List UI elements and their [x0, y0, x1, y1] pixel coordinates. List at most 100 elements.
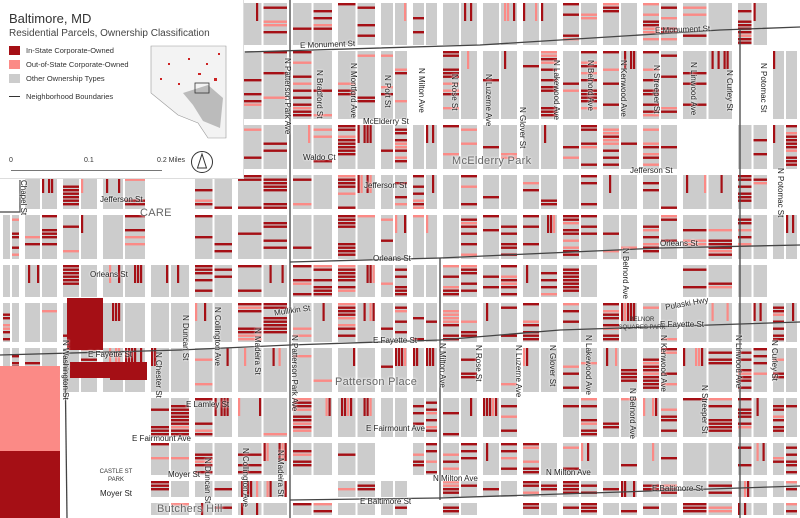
parcel: [118, 265, 121, 283]
map-subtitle: Residential Parcels, Ownership Classific…: [9, 28, 210, 39]
parcel-block: [313, 443, 332, 475]
parcel: [792, 303, 795, 321]
parcel: [753, 362, 767, 365]
parcel: [708, 429, 732, 432]
parcel: [357, 175, 360, 193]
parcel: [461, 450, 477, 453]
parcel: [643, 488, 659, 491]
parcel: [443, 320, 459, 323]
parcel: [661, 372, 677, 375]
parcel: [704, 175, 707, 193]
parcel: [338, 128, 356, 131]
parcel: [581, 72, 597, 75]
parcel: [381, 149, 393, 152]
parcel-block: [3, 303, 10, 342]
parcel: [486, 398, 489, 416]
parcel: [313, 379, 332, 382]
parcel: [263, 31, 287, 34]
parcel-block: [581, 481, 597, 497]
parcel: [293, 334, 312, 337]
parcel: [128, 348, 131, 366]
parcel-block: [661, 215, 677, 259]
parcel: [118, 348, 121, 366]
parcel: [581, 182, 597, 185]
parcel-block: [581, 215, 597, 259]
parcel-block: [25, 303, 40, 342]
parcel: [661, 17, 677, 20]
parcel: [563, 372, 579, 375]
street-label: N Madeira St: [276, 450, 285, 497]
parcel: [621, 464, 637, 467]
parcel: [284, 481, 287, 497]
parcel-block: [581, 303, 597, 342]
parcel: [426, 215, 429, 233]
parcel-block: [381, 51, 393, 119]
parcel-block: [293, 51, 312, 119]
parcel: [241, 503, 244, 515]
parcel: [443, 82, 459, 85]
parcel: [643, 246, 659, 249]
parcel: [461, 225, 477, 228]
parcel: [759, 303, 762, 321]
parcel: [171, 415, 189, 418]
parcel: [541, 79, 557, 82]
parcel: [426, 408, 437, 411]
parcel: [134, 265, 137, 283]
parcel: [338, 453, 356, 456]
parcel: [643, 142, 659, 145]
street-label: E Lamley St: [186, 400, 230, 409]
parcel: [109, 348, 112, 366]
parcel: [426, 419, 437, 422]
parcel-block: [12, 265, 19, 297]
parcel: [738, 386, 752, 389]
parcel: [603, 317, 619, 320]
parcel-block: [603, 398, 619, 437]
parcel: [338, 93, 356, 96]
street-label: N Milton Ave: [438, 343, 447, 388]
parcel: [125, 215, 145, 218]
parcel: [443, 453, 459, 456]
parcel: [773, 426, 784, 429]
parcel: [238, 310, 262, 313]
parcel-blocks: [3, 3, 797, 515]
parcel-in-state: [70, 362, 147, 380]
parcel-block: [395, 51, 407, 119]
parcel-block: [413, 443, 424, 475]
parcel-block: [25, 175, 40, 209]
parcel-block: [338, 443, 356, 475]
parcel: [643, 182, 659, 185]
parcel: [661, 38, 677, 41]
park-label: CASTLE ST PARK: [99, 469, 133, 483]
parcel: [426, 471, 437, 474]
street-label: Waldo Ct: [303, 153, 336, 162]
parcel: [541, 54, 557, 57]
parcel: [226, 398, 229, 416]
parcel-block: [483, 175, 499, 209]
parcel: [655, 398, 658, 416]
parcel: [341, 398, 344, 416]
parcel: [633, 481, 636, 497]
parcel: [328, 398, 331, 416]
parcel: [432, 125, 435, 143]
parcel: [381, 54, 393, 57]
parcel: [581, 146, 597, 149]
parcel: [753, 178, 767, 181]
street-label: N Belnord Ave: [621, 248, 630, 299]
parcel: [360, 175, 363, 193]
street-label: N Patterson Park Ave: [290, 335, 299, 412]
parcel: [486, 443, 489, 461]
parcel: [256, 3, 259, 21]
parcel: [369, 398, 372, 416]
parcel: [293, 107, 312, 110]
parcel: [683, 268, 707, 271]
parcel-block: [293, 348, 312, 392]
street-label: N Streeper St: [652, 65, 661, 114]
parcel-block: [786, 348, 797, 392]
parcel: [603, 334, 619, 337]
parcel-block: [426, 215, 437, 259]
parcel: [413, 17, 424, 20]
parcel: [395, 289, 407, 292]
parcel: [313, 10, 332, 13]
parcel-block: [501, 175, 517, 209]
